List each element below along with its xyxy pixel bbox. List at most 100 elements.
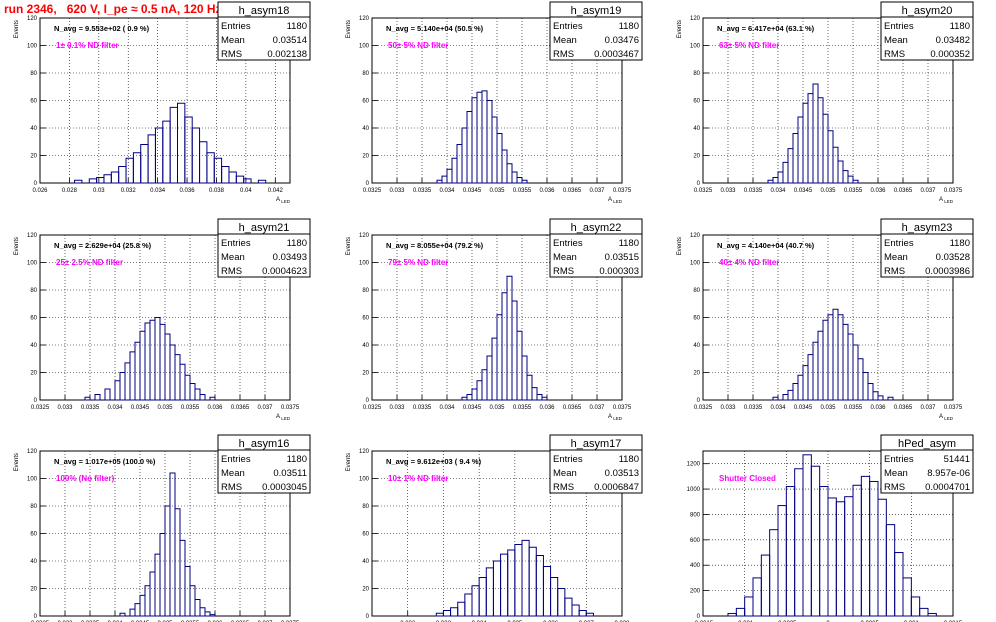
- y-tick-label: 40: [362, 559, 369, 565]
- histogram-bin: [827, 497, 837, 617]
- y-axis-title: Events: [14, 237, 20, 255]
- histogram-panel-h_asym20: 0.0325 0.033 0.0335 0.034 0.0345 0.035 0.0355 0…: [677, 1, 974, 204]
- histogram-bin: [827, 130, 834, 184]
- x-tick-label: 0.0365: [894, 188, 913, 194]
- y-tick-label: 120: [359, 16, 370, 22]
- histogram-bin: [852, 179, 859, 184]
- y-axis-title: Events: [346, 237, 352, 255]
- histogram-bin: [450, 607, 459, 617]
- y-tick-label: 20: [30, 371, 37, 377]
- histogram-bin: [847, 175, 854, 184]
- y-tick-label: 1000: [687, 487, 701, 493]
- stats-box: [880, 218, 974, 278]
- histogram-bin: [139, 594, 146, 617]
- histogram-bin: [797, 374, 804, 401]
- histogram-bin: [435, 612, 444, 617]
- x-tick-label: 0.034: [770, 188, 786, 194]
- histogram-title: h_asym18: [239, 5, 290, 17]
- x-tick-label: 0.0355: [513, 405, 532, 411]
- histogram-bin: [184, 116, 193, 184]
- y-axis-title: Events: [346, 453, 352, 471]
- histogram-bin: [550, 577, 559, 617]
- histogram-bin: [481, 90, 488, 184]
- histogram-bin: [869, 480, 879, 617]
- stats-value: 0.0003467: [594, 49, 639, 60]
- histogram-bin: [797, 116, 804, 184]
- x-tick-label: 0.034: [150, 188, 166, 194]
- x-axis-title: A LED: [608, 414, 623, 421]
- y-tick-label: 600: [690, 538, 701, 544]
- histogram-title: h_asym22: [571, 222, 622, 234]
- histogram-bin: [110, 171, 120, 184]
- filter-label: 100% (No filter): [56, 474, 115, 483]
- y-tick-label: 20: [693, 154, 700, 160]
- stats-label: Mean: [884, 252, 908, 263]
- y-tick-label: 80: [30, 504, 37, 510]
- histogram-bin: [456, 144, 463, 184]
- histogram-bin: [491, 116, 498, 184]
- histogram-bin: [827, 314, 834, 401]
- x-tick-label: 0.0375: [613, 405, 632, 411]
- x-tick-label: 0.033: [720, 405, 736, 411]
- histogram-bin: [243, 178, 252, 184]
- histogram-title: h_asym21: [239, 222, 290, 234]
- y-tick-label: 20: [362, 154, 369, 160]
- histogram-bin: [571, 604, 580, 617]
- histogram-bin: [88, 178, 98, 184]
- histogram-title: h_asym16: [239, 438, 290, 450]
- stats-box: [549, 218, 643, 278]
- histogram-bin: [96, 177, 105, 184]
- x-tick-label: 0.0335: [413, 188, 432, 194]
- y-tick-label: 80: [693, 71, 700, 77]
- histogram-bin: [832, 308, 839, 401]
- histogram-bin: [140, 144, 149, 184]
- y-tick-label: 0: [697, 398, 701, 404]
- histogram-bin: [872, 391, 879, 401]
- histogram-bin: [103, 174, 112, 184]
- filter-label: 79± 5% ND filter: [388, 258, 448, 267]
- y-tick-label: 80: [693, 288, 700, 294]
- stats-label: RMS: [553, 49, 574, 60]
- x-tick-label: 0.034: [770, 405, 786, 411]
- histogram-bin: [144, 585, 151, 617]
- stats-value: 51441: [944, 454, 970, 465]
- histogram-bin: [209, 396, 216, 401]
- x-axis-title: A LED: [276, 414, 291, 421]
- histogram-bin: [835, 501, 846, 617]
- histogram-bin: [767, 179, 774, 184]
- stats-value: 0.000303: [599, 266, 639, 277]
- histogram-bin: [129, 351, 136, 401]
- stats-label: RMS: [221, 482, 242, 493]
- histogram-bin: [777, 505, 787, 617]
- y-tick-label: 80: [362, 288, 369, 294]
- y-tick-label: 60: [30, 99, 37, 105]
- histogram-bin: [132, 152, 142, 184]
- x-tick-label: 0.037: [920, 405, 936, 411]
- histogram-bin: [481, 369, 488, 401]
- x-tick-label: 0.0325: [694, 188, 713, 194]
- y-tick-label: 40: [30, 126, 37, 132]
- histogram-bin: [507, 549, 516, 617]
- histogram-bin: [531, 387, 538, 401]
- stats-value: 1180: [619, 454, 639, 465]
- filter-label: 63± 5% ND filter: [719, 41, 779, 50]
- histogram-bin: [852, 484, 862, 617]
- histogram-title: h_asym20: [902, 5, 953, 17]
- y-tick-label: 20: [362, 371, 369, 377]
- y-tick-label: 120: [27, 233, 38, 239]
- histogram-bin: [812, 83, 819, 184]
- histogram-bin: [139, 330, 146, 401]
- x-tick-label: 0.0345: [794, 405, 813, 411]
- stats-value: 0.03493: [273, 252, 307, 263]
- histogram-bin: [535, 555, 544, 617]
- histogram-bin: [74, 179, 83, 184]
- stats-value: 0.03476: [605, 35, 639, 46]
- histogram-bin: [511, 300, 518, 401]
- histogram-bin: [744, 596, 754, 617]
- y-tick-label: 40: [30, 343, 37, 349]
- x-tick-label: 0.028: [62, 188, 78, 194]
- histogram-bin: [578, 610, 587, 617]
- histogram-bin: [221, 166, 230, 184]
- y-tick-label: 0: [366, 398, 370, 404]
- y-tick-label: 80: [30, 71, 37, 77]
